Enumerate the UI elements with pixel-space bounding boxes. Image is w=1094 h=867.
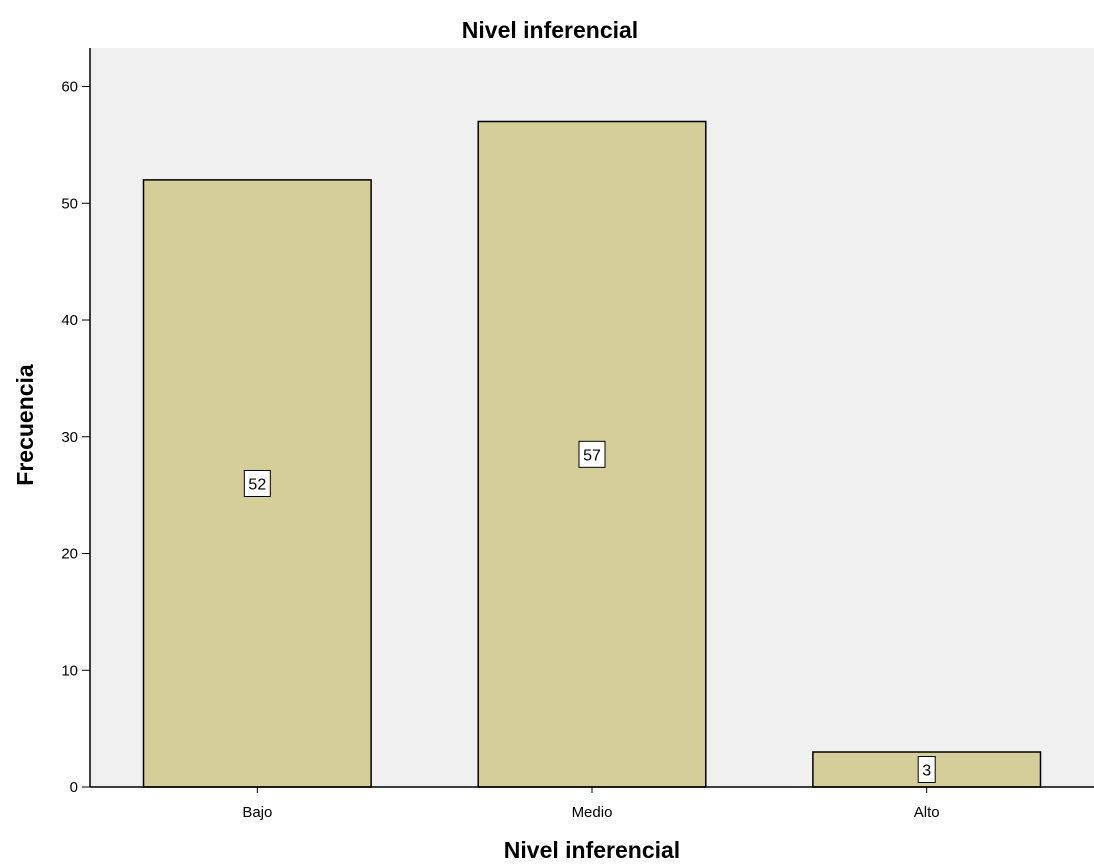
data-label: 52 <box>248 477 266 494</box>
x-axis-title: Nivel inferencial <box>504 837 680 863</box>
data-label-box <box>917 756 936 783</box>
data-label-box <box>578 440 606 468</box>
chart-title: Nivel inferencial <box>462 17 638 43</box>
x-tick-label: Medio <box>572 804 613 821</box>
data-label: 3 <box>922 763 931 780</box>
data-label: 57 <box>583 447 601 464</box>
y-tick-label: 0 <box>70 779 78 796</box>
data-labels-layer: 52 57 3 <box>243 440 936 783</box>
y-tick-label: 20 <box>61 546 78 563</box>
axes-layer: Bajo Medio Alto 0 10 20 30 40 50 60 <box>61 48 1094 821</box>
y-tick-label: 30 <box>61 429 78 446</box>
y-tick-label: 10 <box>61 662 78 679</box>
y-tick-label: 60 <box>61 79 78 96</box>
y-axis-title: Frecuencia <box>12 364 38 486</box>
data-label-box <box>243 470 271 497</box>
y-tick-label: 50 <box>61 195 78 212</box>
x-tick-label: Bajo <box>242 804 272 821</box>
y-tick-label: 40 <box>61 312 78 329</box>
x-tick-label: Alto <box>914 804 940 821</box>
